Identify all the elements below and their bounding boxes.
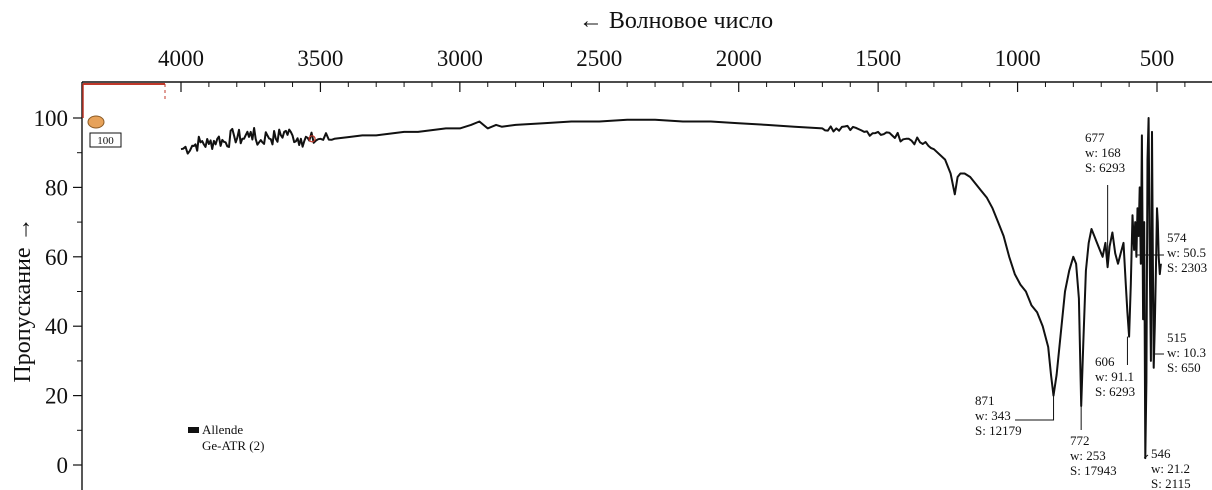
x-axis-ticks: 4000 3500 3000 2500 2000 1500 1000 500 <box>158 46 1186 92</box>
x-tick-label: 2500 <box>576 46 622 71</box>
y-tick-label: 100 <box>34 106 69 131</box>
y-tick-label: 20 <box>45 384 68 409</box>
peak-label: w: 50.5 <box>1167 245 1206 260</box>
legend-swatch <box>188 427 199 433</box>
peak-label: S: 6293 <box>1085 160 1125 175</box>
y-tick-label: 0 <box>57 453 69 478</box>
peak-label: w: 91.1 <box>1095 369 1134 384</box>
x-tick-label: 1000 <box>995 46 1041 71</box>
peak-label: 772 <box>1070 433 1090 448</box>
legend: Allende Ge-ATR (2) <box>188 422 264 453</box>
y-axis-title: Пропускание → <box>10 217 36 382</box>
x-tick-label: 500 <box>1140 46 1175 71</box>
peak-label: 574 <box>1167 230 1187 245</box>
cursor-value-box <box>89 132 122 148</box>
y-tick-label: 40 <box>45 314 68 339</box>
x-tick-label: 4000 <box>158 46 204 71</box>
legend-series-name: Allende <box>202 422 243 437</box>
peak-label: S: 2115 <box>1151 476 1191 490</box>
x-tick-label: 1500 <box>855 46 901 71</box>
peak-leader-line <box>1143 454 1149 459</box>
peak-label: w: 343 <box>975 408 1011 423</box>
peak-label: w: 21.2 <box>1151 461 1190 476</box>
legend-series-detail: Ge-ATR (2) <box>202 438 264 453</box>
peak-label: S: 17943 <box>1070 463 1117 478</box>
peak-label: S: 6293 <box>1095 384 1135 399</box>
y-tick-label: 80 <box>45 175 68 200</box>
peak-label: w: 168 <box>1085 145 1121 160</box>
peak-label: w: 253 <box>1070 448 1106 463</box>
hand-pointer-icon <box>87 115 105 129</box>
peak-label: 606 <box>1095 354 1115 369</box>
peak-label: S: 650 <box>1167 360 1201 375</box>
cursor-value: 100 <box>97 135 114 147</box>
series-line <box>180 117 1162 460</box>
peak-label: 677 <box>1085 130 1105 145</box>
peak-label: w: 10.3 <box>1167 345 1206 360</box>
x-axis-title: ← Волновое число <box>579 8 773 34</box>
x-tick-label: 3000 <box>437 46 483 71</box>
peak-label: S: 2303 <box>1167 260 1207 275</box>
series-layer <box>180 117 1162 460</box>
x-tick-label: 3500 <box>297 46 343 71</box>
peak-label: S: 12179 <box>975 423 1022 438</box>
cursor-marker: 100 <box>82 83 166 148</box>
x-tick-label: 2000 <box>716 46 762 71</box>
peak-label: 515 <box>1167 330 1187 345</box>
peak-leader-line <box>1015 395 1055 421</box>
peak-label: 871 <box>975 393 995 408</box>
spectrum-marker <box>308 135 316 143</box>
y-tick-label: 60 <box>45 245 68 270</box>
y-axis-ticks: 0 20 40 60 80 100 <box>34 106 82 478</box>
peak-label: 546 <box>1151 446 1171 461</box>
plot-axes <box>81 81 1212 490</box>
